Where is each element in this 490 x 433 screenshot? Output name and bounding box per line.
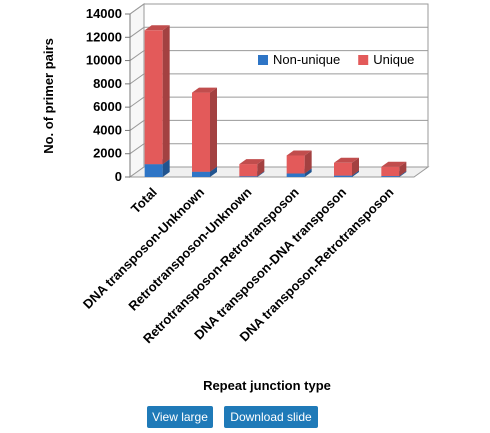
bar-side	[399, 161, 407, 177]
bar-side	[304, 150, 312, 174]
legend-swatch	[258, 55, 268, 65]
x-tick-label: Total	[128, 185, 160, 217]
legend-swatch	[358, 55, 369, 65]
y-tick-labels: 0 2000 4000 6000 8000 10000 12000 14000	[86, 6, 122, 184]
bar-front	[239, 164, 258, 177]
stacked-bar-chart: 0 2000 4000 6000 8000 10000 12000 14000 TotalDN…	[41, 3, 430, 393]
bar-segment	[381, 161, 407, 177]
grid-line	[129, 143, 428, 155]
y-tick-label: 10000	[86, 53, 122, 68]
bar-top	[286, 150, 312, 156]
y-axis-label: No. of primer pairs	[41, 38, 56, 154]
bar-front	[334, 162, 352, 176]
grid-line	[129, 26, 428, 38]
bar-segment	[286, 150, 312, 174]
bar-side	[210, 166, 217, 177]
y-tick-label: 4000	[93, 122, 122, 137]
bar-top	[144, 25, 170, 31]
bar-front	[286, 155, 305, 174]
bar-side	[257, 159, 265, 177]
grid-line	[129, 50, 428, 61]
grid-line	[129, 3, 428, 15]
legend-label: Non-unique	[273, 52, 340, 67]
y-tick-label: 12000	[86, 29, 122, 44]
grid-line	[129, 119, 428, 131]
bar-top	[239, 159, 265, 165]
bar-top	[192, 87, 217, 93]
chart-walls	[128, 3, 430, 178]
bar-front	[192, 92, 210, 172]
bar-top	[334, 157, 359, 163]
bar-side	[399, 171, 407, 177]
legend: Non-unique Unique	[258, 52, 414, 67]
download-slide-button[interactable]: Download slide	[224, 406, 318, 428]
bar-side	[352, 157, 359, 176]
bar-side	[162, 159, 170, 177]
y-tick-label: 6000	[93, 99, 122, 114]
bar-front	[144, 30, 163, 165]
bar-front	[381, 176, 400, 177]
y-tick-label: 14000	[86, 6, 122, 21]
y-tick-label: 8000	[93, 76, 122, 91]
bar-side	[304, 168, 312, 177]
bar-front	[381, 166, 400, 177]
bar-front	[334, 175, 352, 177]
bar-front	[192, 171, 210, 177]
bar-top	[381, 161, 407, 167]
back-wall	[143, 3, 429, 168]
bar-side	[352, 170, 359, 177]
grid-lines	[125, 3, 428, 178]
bars	[144, 25, 407, 177]
bar-front	[286, 173, 305, 177]
legend-label: Unique	[373, 52, 414, 67]
bar-segment	[192, 87, 217, 172]
bar-side	[210, 87, 217, 172]
grid-line	[129, 96, 428, 108]
y-tick-label: 2000	[93, 146, 122, 161]
bar-segment	[334, 157, 359, 176]
bar-segment	[144, 25, 170, 165]
bar-side	[257, 171, 265, 177]
grid-line	[129, 73, 428, 85]
bar-side	[162, 25, 170, 165]
bar-segment	[239, 159, 265, 177]
view-large-button[interactable]: View large	[147, 406, 213, 428]
y-tick-label: 0	[115, 169, 122, 184]
bar-front	[239, 176, 258, 177]
side-wall	[129, 3, 145, 178]
x-axis-label: Repeat junction type	[203, 378, 331, 393]
bar-front	[144, 164, 163, 177]
